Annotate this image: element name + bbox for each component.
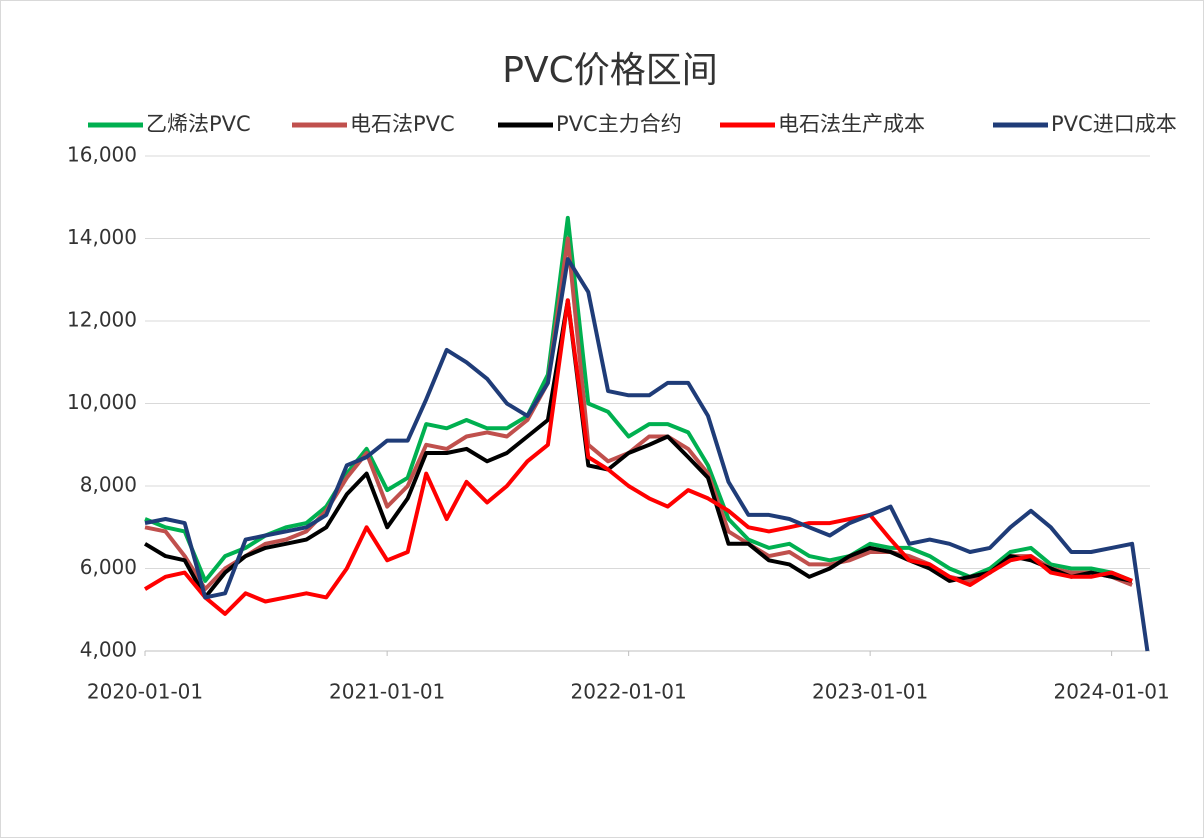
series-line	[143, 298, 1133, 600]
series-line	[144, 215, 1133, 583]
y-tick-label: 8,000	[80, 473, 137, 497]
legend-label: 乙烯法PVC	[146, 112, 251, 136]
y-tick-label: 16,000	[67, 143, 137, 167]
legend-label: 电石法PVC	[350, 112, 455, 136]
x-tick-label: 2021-01-01	[329, 680, 445, 704]
y-tick-label: 12,000	[67, 308, 137, 332]
legend-label: PVC进口成本	[1051, 112, 1177, 136]
legend-label: PVC主力合约	[556, 112, 682, 136]
chart-title: PVC价格区间	[502, 50, 717, 91]
series-line	[144, 257, 1150, 652]
series-line	[143, 298, 1133, 616]
x-tick-label: 2020-01-01	[87, 680, 203, 704]
x-tick-label: 2023-01-01	[812, 680, 928, 704]
x-tick-label: 2022-01-01	[571, 680, 687, 704]
y-tick-label: 14,000	[67, 225, 137, 249]
y-tick-label: 10,000	[67, 390, 137, 414]
y-tick-label: 4,000	[80, 638, 137, 662]
series-line	[144, 236, 1133, 592]
legend-label: 电石法生产成本	[778, 112, 925, 136]
x-tick-label: 2024-01-01	[1054, 680, 1170, 704]
y-tick-label: 6,000	[80, 555, 137, 579]
